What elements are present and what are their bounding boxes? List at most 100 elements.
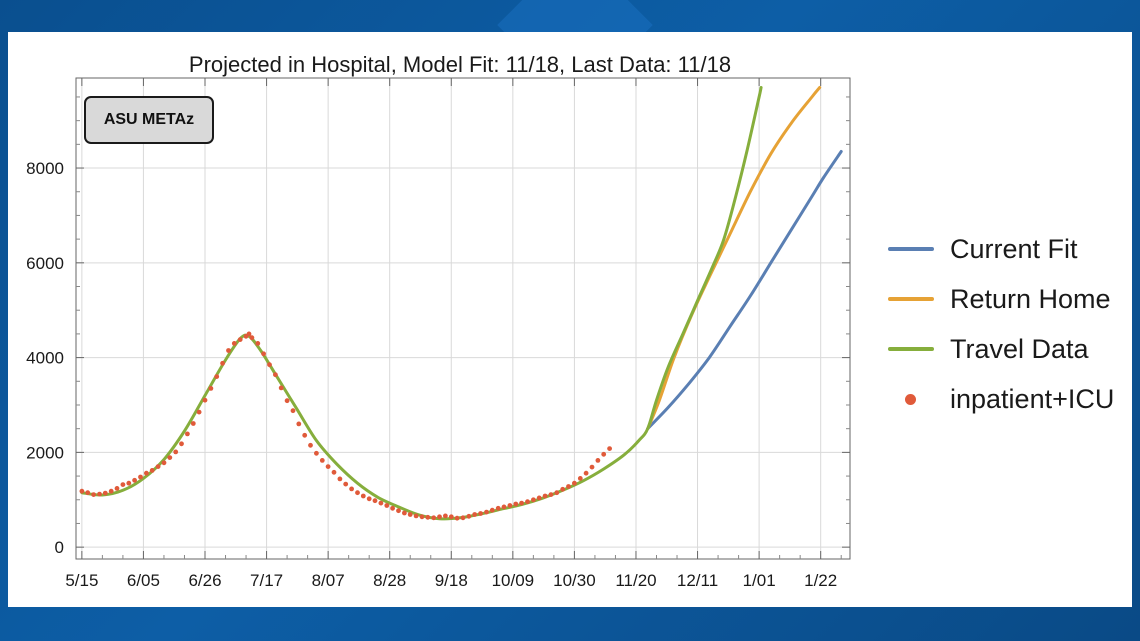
series-line-return-home	[646, 86, 822, 431]
x-tick-label: 8/28	[373, 571, 406, 590]
data-point	[314, 450, 319, 456]
x-tick-label: 12/11	[677, 571, 718, 590]
chart-title: Projected in Hospital, Model Fit: 11/18,…	[189, 52, 731, 77]
data-point	[560, 486, 566, 492]
x-tick-label: 1/01	[743, 571, 776, 590]
legend-marker-inpatient-icu	[905, 393, 916, 405]
data-point	[425, 514, 431, 520]
data-point	[214, 374, 220, 379]
grid-lines	[76, 78, 850, 559]
data-point	[278, 385, 284, 391]
data-point	[302, 432, 308, 438]
legend-label-inpatient-icu: inpatient+ICU	[950, 383, 1115, 414]
data-point	[308, 442, 313, 448]
data-point	[443, 513, 448, 519]
data-point	[366, 496, 372, 502]
data-point	[407, 512, 413, 517]
legend-swatch-return-home	[888, 297, 934, 301]
data-point	[472, 512, 478, 517]
y-tick-label: 6000	[26, 254, 64, 273]
data-point	[513, 501, 519, 507]
data-point	[190, 421, 196, 426]
data-point	[138, 474, 143, 480]
data-point	[589, 464, 595, 470]
data-point	[249, 335, 255, 341]
axis-ticks: 5/15 6/05 6/26 7/17 8/07 8/28 9/18 10/09 10/30 11…	[26, 78, 850, 590]
x-tick-label: 8/07	[312, 571, 345, 590]
plot-frame	[75, 77, 851, 560]
data-point	[132, 477, 137, 483]
data-point	[196, 409, 202, 415]
x-tick-label: 10/09	[492, 571, 535, 590]
x-tick-label: 9/18	[435, 571, 468, 590]
data-point	[460, 515, 466, 521]
data-point	[149, 468, 155, 473]
y-tick-label: 8000	[26, 159, 64, 178]
data-point	[246, 331, 252, 337]
data-point	[601, 451, 607, 457]
data-point	[319, 458, 325, 463]
data-point	[220, 360, 226, 366]
scatter-points	[79, 331, 612, 521]
legend-label-travel-data: Travel Data	[950, 333, 1089, 364]
data-point	[97, 491, 102, 497]
data-point	[583, 470, 589, 476]
data-point	[495, 505, 501, 511]
data-point	[226, 348, 231, 353]
data-point	[396, 508, 401, 514]
data-point	[325, 464, 331, 469]
data-point	[343, 481, 349, 487]
asu-metaz-label: ASU METAz	[84, 96, 214, 144]
data-point	[448, 514, 454, 520]
legend-item-return-home: Return Home	[888, 274, 1114, 324]
x-tick-label: 11/20	[615, 571, 656, 590]
data-point	[126, 480, 132, 486]
data-point	[167, 455, 173, 460]
series-line-travel-data	[80, 86, 763, 521]
data-point	[108, 488, 114, 494]
y-tick-label: 0	[55, 538, 64, 557]
x-tick-label: 6/05	[127, 571, 160, 590]
data-point	[360, 493, 366, 499]
data-point	[454, 515, 460, 521]
data-point	[484, 509, 489, 515]
data-point	[79, 488, 85, 494]
data-point	[267, 362, 272, 368]
data-point	[390, 505, 395, 511]
legend-label-return-home: Return Home	[950, 283, 1111, 314]
data-point	[501, 504, 507, 510]
legend-item-current-fit: Current Fit	[888, 224, 1114, 274]
data-point	[255, 341, 261, 346]
data-point	[290, 408, 296, 414]
x-tick-label: 6/26	[188, 571, 221, 590]
data-point	[296, 421, 302, 427]
data-point	[102, 490, 108, 496]
chart-legend: Current Fit Return Home Travel Data inpa…	[888, 224, 1114, 424]
data-point	[85, 490, 91, 496]
data-point	[155, 464, 161, 469]
data-point	[331, 469, 337, 475]
data-point	[431, 515, 437, 521]
x-tick-label: 5/15	[65, 571, 98, 590]
data-point	[185, 431, 190, 437]
data-point	[413, 513, 419, 519]
data-point	[179, 441, 184, 447]
data-point	[519, 500, 524, 506]
line-chart: Projected in Hospital, Model Fit: 11/18,…	[26, 52, 851, 590]
data-point	[237, 337, 243, 342]
data-point	[144, 470, 149, 476]
data-point	[349, 486, 354, 492]
legend-swatch-current-fit	[888, 247, 934, 251]
data-point	[372, 498, 378, 504]
data-point	[114, 486, 120, 491]
data-point	[548, 492, 554, 497]
legend-item-inpatient-icu: inpatient+ICU	[888, 374, 1114, 424]
data-point	[284, 398, 290, 404]
data-point	[273, 372, 278, 378]
data-point	[402, 510, 407, 516]
data-point	[542, 493, 548, 499]
legend-item-travel-data: Travel Data	[888, 324, 1114, 374]
data-point	[478, 511, 483, 516]
data-point	[231, 341, 237, 346]
data-point	[595, 458, 601, 463]
